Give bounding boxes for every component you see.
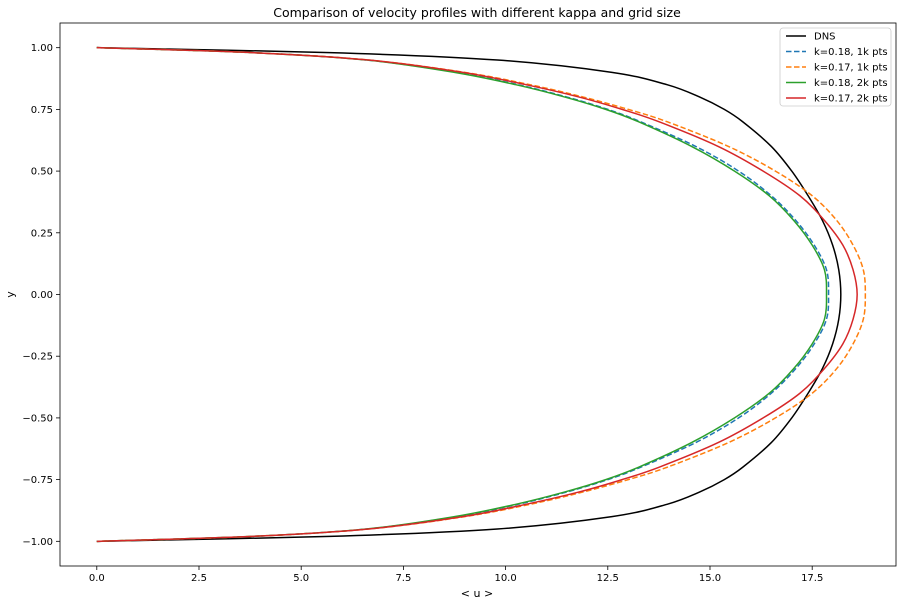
y-tick-label: −0.25 xyxy=(22,352,53,363)
chart-title: Comparison of velocity profiles with dif… xyxy=(273,5,681,20)
x-tick-label: 15.0 xyxy=(699,573,721,584)
x-tick-label: 2.5 xyxy=(191,573,207,584)
y-tick-label: 0.00 xyxy=(31,290,53,301)
x-tick-label: 0.0 xyxy=(89,573,105,584)
legend-label: k=0.17, 2k pts xyxy=(814,94,888,105)
x-tick-label: 5.0 xyxy=(293,573,309,584)
x-tick-label: 10.0 xyxy=(494,573,516,584)
series-line-2 xyxy=(96,46,867,543)
x-axis-label: < u > xyxy=(461,587,493,600)
y-tick-label: −0.75 xyxy=(22,475,53,486)
legend-label: k=0.17, 1k pts xyxy=(814,63,888,74)
series-layer xyxy=(96,46,867,543)
legend-label: k=0.18, 1k pts xyxy=(814,47,888,58)
legend-box xyxy=(779,27,892,107)
y-axis-label: y xyxy=(4,291,17,298)
x-axis: 0.0 2.5 5.0 7.5 10.0 12.5 15.0 17.5 xyxy=(89,566,823,584)
legend-label: DNS xyxy=(814,32,836,43)
series-line-0 xyxy=(96,46,842,543)
y-tick-label: 0.25 xyxy=(31,228,53,239)
x-tick-label: 17.5 xyxy=(801,573,823,584)
legend: DNS k=0.18, 1k pts k=0.17, 1k pts k=0.18, 2… xyxy=(779,27,892,107)
y-axis: 1.00 0.75 0.50 0.25 0.00 −0.25 −0.50 −0.75 −1.00 xyxy=(22,43,60,548)
legend-label: k=0.18, 2k pts xyxy=(814,78,888,89)
y-tick-label: 0.75 xyxy=(31,105,53,116)
series-line-4 xyxy=(96,46,858,543)
y-tick-label: −0.50 xyxy=(22,413,53,424)
x-tick-label: 12.5 xyxy=(597,573,619,584)
y-tick-label: 0.50 xyxy=(31,167,53,178)
x-tick-label: 7.5 xyxy=(395,573,411,584)
series-line-3 xyxy=(96,46,828,543)
y-tick-label: 1.00 xyxy=(31,43,53,54)
y-tick-label: −1.00 xyxy=(22,537,53,548)
